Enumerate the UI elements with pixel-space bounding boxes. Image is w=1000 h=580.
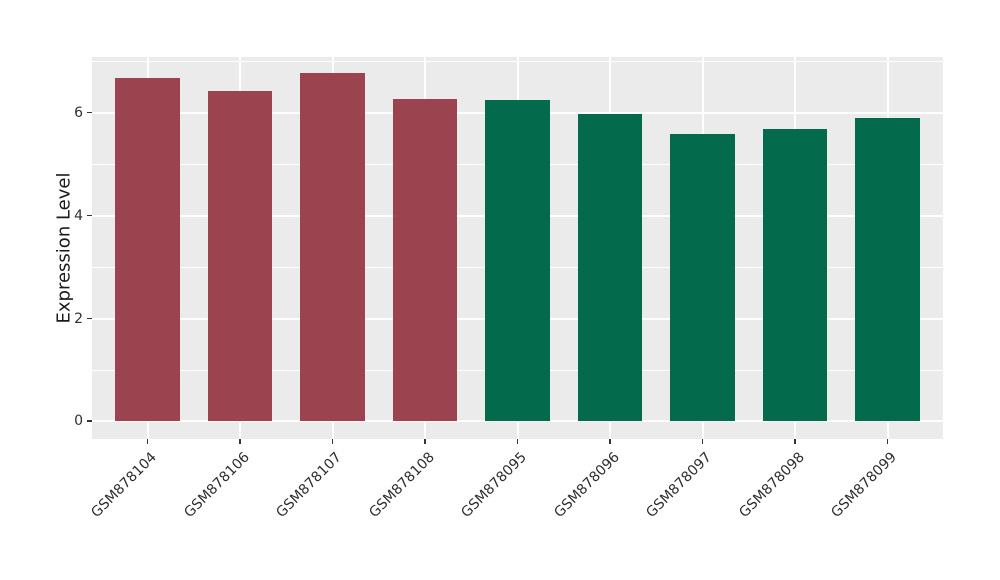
bar-GSM878096 — [577, 114, 643, 422]
x-tick-label: GSM878108 — [366, 449, 438, 521]
y-tick-mark — [87, 420, 92, 422]
bar-GSM878095 — [485, 99, 550, 422]
y-tick-label: 2 — [74, 310, 83, 327]
x-tick-mark — [331, 439, 334, 444]
y-tick-mark — [87, 317, 92, 320]
y-axis-title: Expression Level — [53, 172, 75, 324]
x-tick-mark — [424, 439, 426, 444]
x-tick-mark — [794, 439, 796, 444]
x-tick-mark — [609, 439, 611, 444]
bar-GSM878106 — [207, 90, 273, 422]
plot-panel — [92, 57, 943, 439]
x-tick-label: GSM878104 — [88, 449, 161, 521]
x-tick-label: GSM878098 — [736, 449, 808, 521]
y-tick-mark — [87, 111, 92, 114]
y-tick-label: 0 — [74, 413, 83, 430]
x-tick-label: GSM878106 — [181, 449, 253, 521]
x-tick-label: GSM878095 — [458, 449, 531, 521]
x-tick-mark — [701, 439, 704, 444]
x-tick-label: GSM878099 — [828, 449, 901, 521]
x-tick-mark — [516, 439, 519, 444]
x-tick-mark — [239, 439, 241, 444]
bar-GSM878104 — [115, 77, 180, 422]
bar-GSM878108 — [392, 99, 458, 422]
x-tick-label: GSM878097 — [643, 449, 716, 521]
x-tick-mark — [146, 439, 149, 444]
y-tick-label: 4 — [74, 207, 83, 224]
y-tick-label: 6 — [74, 104, 83, 121]
bar-GSM878099 — [855, 117, 920, 422]
x-tick-label: GSM878107 — [273, 449, 346, 521]
x-tick-mark — [886, 439, 889, 444]
bar-GSM878098 — [762, 129, 828, 422]
x-tick-label: GSM878096 — [551, 449, 623, 521]
bar-GSM878097 — [670, 133, 735, 422]
y-tick-mark — [87, 214, 92, 217]
bar-GSM878107 — [300, 73, 365, 422]
